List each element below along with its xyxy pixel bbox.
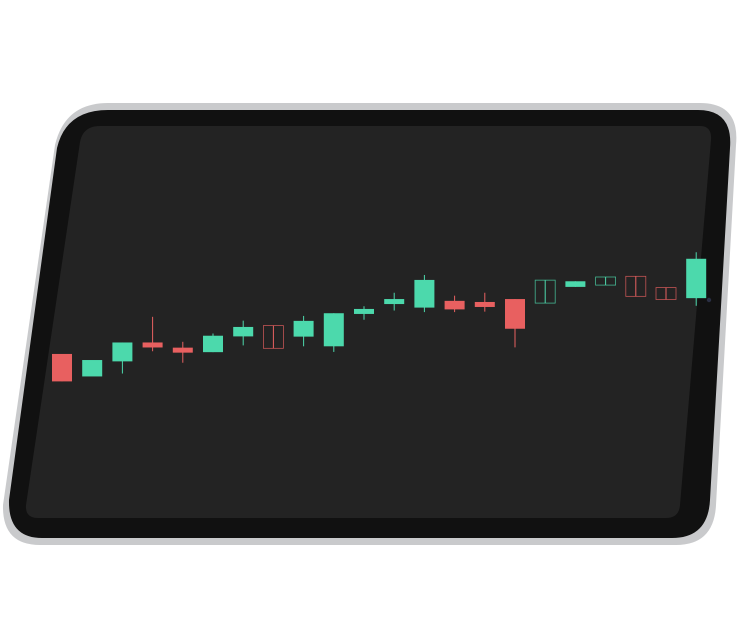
candle-body: [293, 320, 314, 337]
candle: [444, 295, 465, 313]
candle: [262, 325, 284, 349]
candle: [233, 320, 254, 346]
candle: [625, 275, 647, 297]
candle-body: [82, 360, 103, 377]
candle-body: [233, 326, 254, 337]
candle-body: [565, 281, 586, 287]
candle-body: [323, 313, 344, 347]
candle: [172, 341, 193, 363]
candle: [655, 287, 677, 300]
candle-body: [142, 342, 163, 348]
candle-body: [444, 300, 465, 310]
candlestick-chart: [52, 252, 707, 382]
candle: [323, 313, 344, 352]
candle: [414, 274, 435, 313]
candle-body: [505, 299, 525, 329]
tablet-screen: [25, 126, 712, 518]
candle: [384, 292, 405, 311]
candle: [474, 292, 495, 312]
candle-body: [203, 335, 223, 353]
candle-body: [172, 347, 193, 353]
candle-body: [262, 325, 284, 349]
candle: [534, 279, 556, 304]
candle-body: [112, 342, 133, 362]
candle: [142, 316, 163, 352]
candle: [595, 276, 616, 286]
front-camera-icon: [706, 297, 712, 303]
candle: [354, 306, 374, 320]
candle-body: [414, 279, 435, 308]
candle-body: [655, 287, 677, 300]
candle: [112, 342, 133, 374]
candle-body: [625, 275, 647, 297]
candle-body: [534, 279, 556, 304]
candle-body: [384, 299, 405, 305]
candle: [686, 252, 707, 306]
candle-body: [354, 308, 374, 314]
candle-body: [52, 353, 72, 382]
candle: [203, 333, 223, 353]
candle-body: [474, 301, 495, 307]
candle-body: [686, 258, 707, 299]
candle: [505, 299, 525, 348]
candle: [565, 281, 586, 287]
candle: [82, 360, 103, 377]
candle: [52, 353, 72, 382]
candle-body: [595, 276, 616, 286]
candle: [293, 315, 314, 347]
